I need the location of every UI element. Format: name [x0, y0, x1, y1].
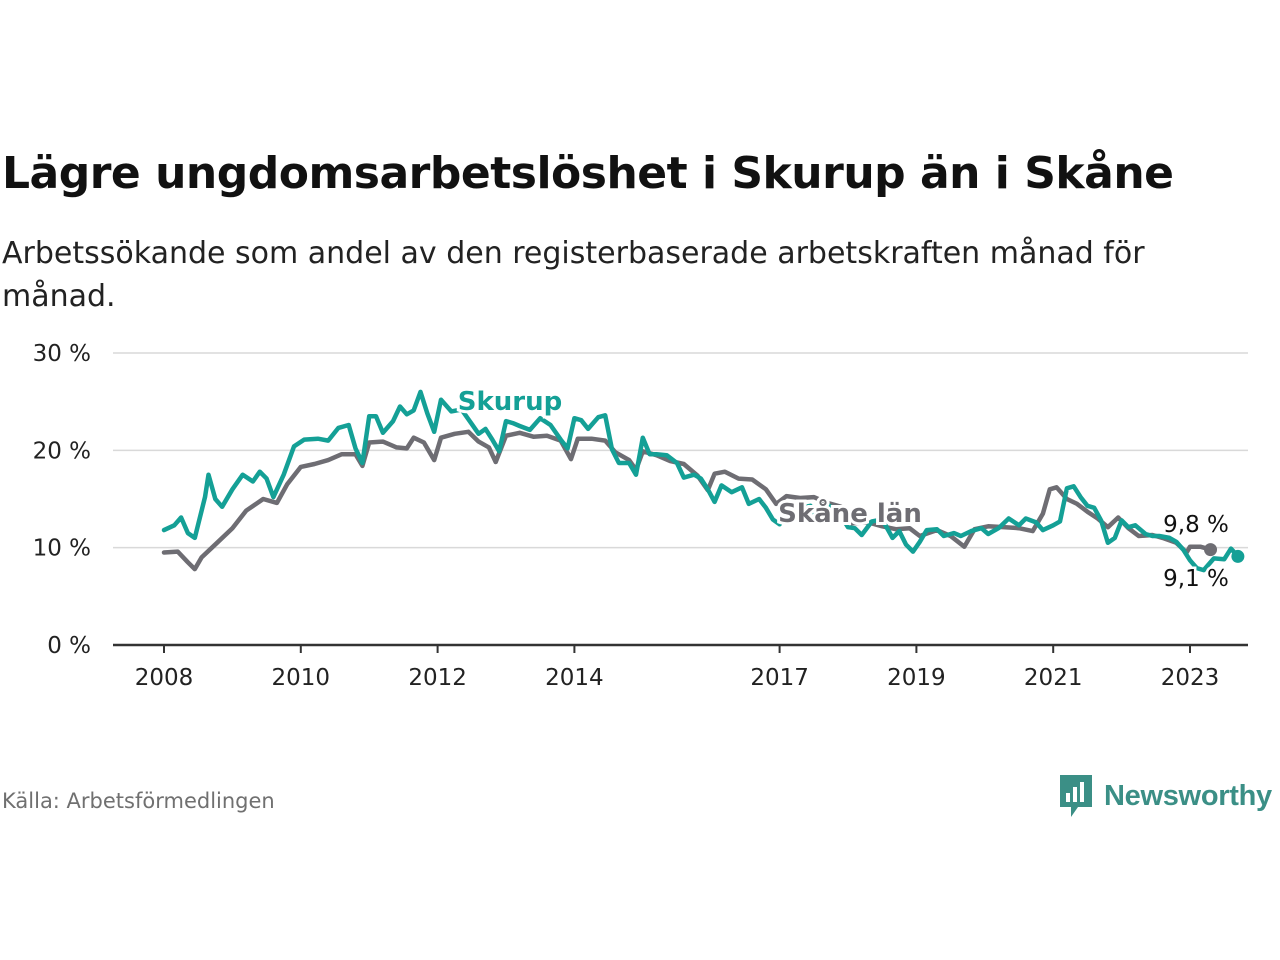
newsworthy-logo-icon	[1060, 775, 1092, 817]
end-value-label-skane-lan: 9,8 %	[1163, 512, 1229, 538]
chart-title: Lägre ungdomsarbetslöshet i Skurup än i …	[2, 148, 1174, 199]
x-tick-label: 2023	[1161, 665, 1220, 691]
source-note: Källa: Arbetsförmedlingen	[2, 789, 275, 813]
x-tick-label: 2017	[750, 665, 809, 691]
x-tick-label: 2008	[135, 665, 194, 691]
gridlines	[113, 352, 1248, 549]
x-tick-label: 2010	[272, 665, 331, 691]
series-lines	[161, 389, 1245, 573]
x-tick-label: 2019	[887, 665, 946, 691]
series-labels: Skåne län 9,8 % Skurup 9,1 %	[455, 384, 1232, 595]
end-point-skurup	[1231, 549, 1245, 563]
x-tick-label: 2021	[1024, 665, 1083, 691]
series-line-skane-lan	[161, 429, 1213, 572]
end-point-skane-lan	[1204, 543, 1218, 557]
y-tick-label: 0 %	[47, 633, 91, 659]
chart-subtitle: Arbetssökande som andel av den registerb…	[2, 236, 1145, 314]
series-label-skurup: Skurup	[458, 387, 562, 417]
axes: 0 % 10 % 20 % 30 % 2008 2010 2012 2014 2017 2019 2…	[33, 341, 1248, 691]
y-tick-label: 10 %	[33, 536, 91, 562]
brand-logo: Newsworthy	[1058, 772, 1272, 820]
series-line-skurup	[161, 389, 1241, 573]
x-tick-label: 2012	[408, 665, 467, 691]
series-label-skane-lan: Skåne län	[778, 497, 922, 529]
brand-name: Newsworthy	[1104, 779, 1272, 812]
y-tick-label: 20 %	[33, 438, 91, 464]
y-tick-label: 30 %	[33, 341, 91, 367]
end-value-label-skurup: 9,1 %	[1163, 566, 1229, 592]
x-tick-label: 2014	[545, 665, 604, 691]
line-chart: 0 % 10 % 20 % 30 % 2008 2010 2012 2014 2017 2019 2…	[33, 341, 1248, 691]
